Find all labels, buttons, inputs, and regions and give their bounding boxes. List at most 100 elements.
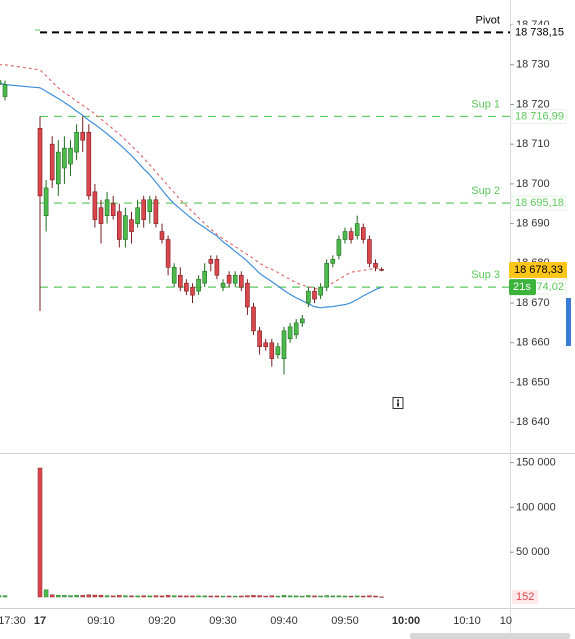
volume-bar (153, 595, 159, 598)
candle-body (165, 239, 171, 268)
candle-body (147, 199, 153, 213)
candle-body (62, 147, 67, 169)
candle-body (202, 270, 207, 284)
candle-body (37, 127, 43, 197)
candle-body (153, 199, 159, 224)
info-icon[interactable] (392, 397, 404, 409)
level-price-label: 18 738,15 (515, 26, 564, 38)
candle-body (245, 282, 250, 308)
x-tick-label: 09:20 (148, 615, 176, 627)
candle-body (159, 231, 165, 240)
candle-body (117, 211, 122, 240)
info-stem (397, 402, 399, 407)
volume-bar (202, 595, 207, 598)
candle-body (275, 346, 281, 355)
candle-body (263, 342, 269, 348)
y-tick-label: 18 640 (516, 416, 550, 428)
level-price-box (511, 108, 567, 124)
candle-body (80, 131, 85, 141)
x-tick-label: 17 (34, 615, 46, 627)
level-price-box (511, 195, 567, 211)
volume-bar (214, 595, 220, 598)
volume-bar (330, 595, 336, 598)
candle-body (0, 80, 2, 85)
candle-body (232, 274, 238, 284)
current-price-box (509, 261, 567, 278)
volume-bar (318, 595, 323, 598)
candle-body (306, 290, 311, 304)
candle-body (367, 239, 372, 264)
volume-bar (43, 589, 49, 598)
x-tick-label: 09:50 (331, 615, 359, 627)
y-tick-label: 18 720 (516, 98, 550, 110)
volume-bar (348, 595, 354, 598)
volume-bar (257, 595, 262, 598)
candle-body (299, 318, 305, 324)
volume-bar (165, 595, 171, 598)
volume-bar (184, 595, 189, 598)
volume-bar (86, 594, 92, 598)
candle-body (184, 282, 189, 292)
volume-bar (37, 467, 43, 598)
candle-body (55, 151, 61, 185)
y-tick-label: 18 730 (516, 59, 550, 71)
volume-bar (354, 595, 360, 598)
volume-bar (342, 595, 348, 598)
candle-body (226, 274, 232, 284)
plot-area (0, 31, 510, 598)
candle-body (178, 274, 183, 288)
volume-tick-label: 150 000 (516, 457, 556, 469)
candle-body (330, 259, 336, 264)
volume-bar (293, 595, 299, 598)
horizontal-scrollbar[interactable] (410, 633, 570, 639)
volume-bar (306, 595, 311, 598)
x-tick-label: 17:30 (0, 615, 26, 627)
volume-bar (123, 595, 128, 598)
candle-body (220, 282, 226, 288)
level-price-box (511, 24, 567, 40)
volume-bar (208, 595, 214, 598)
candle-body (74, 131, 79, 153)
y-tick-label: 18 670 (516, 297, 550, 309)
volume-bar (324, 595, 329, 598)
candle-body (251, 306, 256, 332)
volume-bar (92, 594, 98, 598)
y-tick-label: 18 650 (516, 376, 550, 388)
candle-body (360, 227, 366, 240)
candle-body (171, 267, 177, 284)
volume-bar (98, 594, 104, 598)
candle-body (98, 207, 104, 224)
candle-body (43, 187, 49, 216)
y-tick-label: 18 690 (516, 218, 550, 230)
candle-body (373, 263, 378, 268)
scroll-handle[interactable] (566, 298, 571, 346)
candle-body (196, 278, 201, 292)
volume-bar (159, 595, 165, 598)
volume-bar (281, 595, 287, 598)
volume-bar (196, 595, 201, 598)
candle-body (257, 330, 262, 348)
volume-bar (141, 595, 146, 598)
volume-bar (129, 595, 134, 598)
volume-bar (178, 595, 183, 598)
candle-body (129, 219, 134, 232)
x-tick-label: 09:30 (209, 615, 237, 627)
volume-bar (117, 595, 122, 598)
level-name: Pivot (476, 14, 500, 26)
volume-bar (287, 595, 293, 598)
volume-bar (226, 595, 232, 598)
volume-bar (62, 595, 67, 598)
candle-body (92, 191, 98, 220)
candle-body (269, 342, 275, 359)
candle-body (287, 326, 293, 340)
volume-bar (135, 595, 140, 598)
level-price-label: 18 716,99 (515, 110, 564, 122)
info-dot (397, 399, 399, 402)
volume-bar (263, 595, 268, 598)
volume-bar (2, 595, 8, 598)
volume-tick-label: 100 000 (516, 501, 556, 513)
countdown-box (509, 279, 536, 296)
candle-body (281, 330, 287, 359)
volume-bar (373, 595, 378, 598)
